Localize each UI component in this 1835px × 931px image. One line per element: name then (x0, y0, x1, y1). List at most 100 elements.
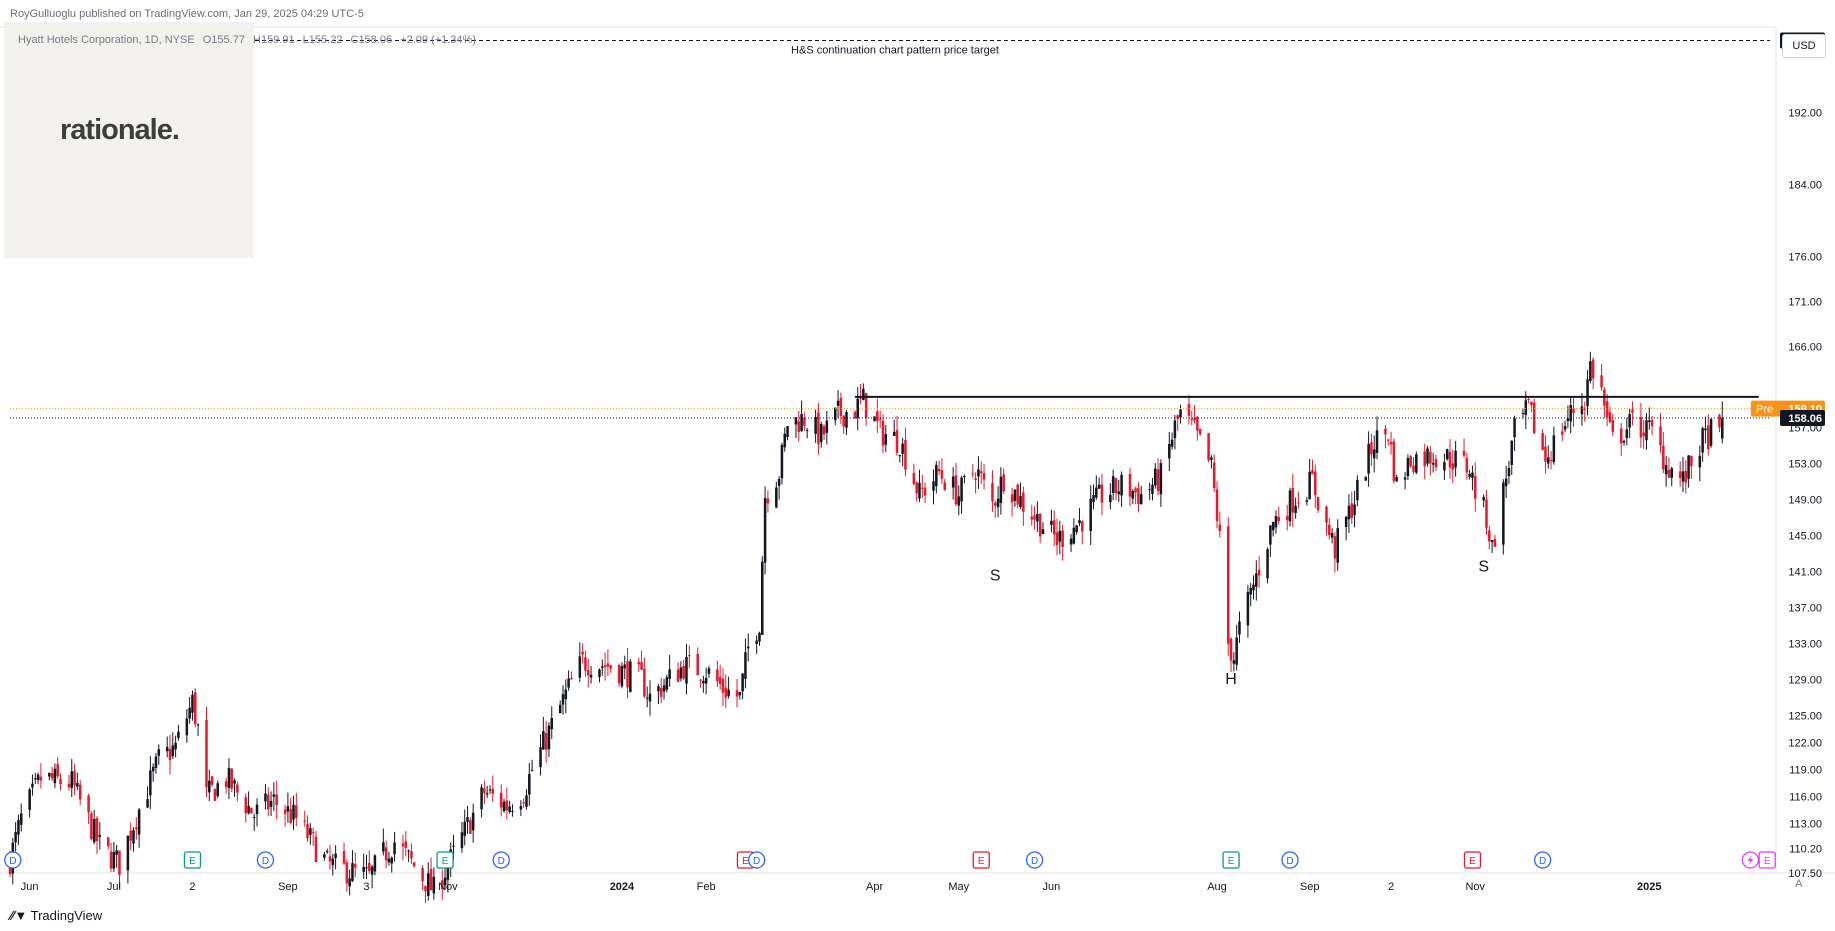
candle-body (525, 795, 528, 807)
candle-body (1128, 473, 1132, 497)
candle-body (558, 704, 562, 714)
candle-body (685, 656, 688, 684)
candle-body (1541, 433, 1544, 451)
candle-body (1687, 455, 1690, 479)
candle-body (1269, 525, 1272, 545)
earnings-marker-icon (972, 851, 990, 869)
candle-body (1544, 446, 1547, 462)
candle-body (1645, 420, 1648, 441)
tradingview-footer[interactable]: ⁄⁄▼ TradingView (10, 908, 102, 923)
candle-body (1198, 428, 1202, 435)
earnings-marker-letter: E (1764, 856, 1771, 867)
candle-body (617, 665, 621, 684)
candle-body (763, 497, 767, 563)
candle-body (1100, 484, 1104, 503)
candle-body (1619, 428, 1623, 444)
candle-body (188, 707, 191, 719)
candle-body (979, 471, 983, 474)
candle-body (519, 806, 523, 810)
price-axis[interactable]: 107.50 110.20 113.00 116.00 119.00 122.00 125.… (1751, 32, 1825, 881)
candle-body (1384, 428, 1387, 435)
candle-body (502, 801, 506, 812)
candle-body (283, 809, 287, 815)
candle-body (1109, 494, 1112, 503)
candle-body (912, 472, 916, 485)
candle-body (1431, 462, 1435, 465)
candle-body (351, 863, 354, 882)
candle-body (1423, 451, 1426, 467)
candle-body (834, 407, 837, 421)
candle-body (640, 662, 643, 670)
y-tick-label: 171.00 (1788, 297, 1822, 309)
candle-body (1328, 524, 1331, 536)
auto-scale-button[interactable]: A (1795, 878, 1803, 890)
candle-body (303, 820, 306, 822)
earnings-marker-icon (1222, 851, 1240, 869)
candle-body (623, 664, 626, 669)
candle-body (191, 694, 194, 713)
candle-body (1036, 514, 1039, 522)
y-tick-label: 119.00 (1789, 765, 1822, 777)
candle-body (1148, 489, 1151, 491)
candle-body (1081, 521, 1084, 532)
y-tick-label: 110.20 (1789, 844, 1822, 856)
candle-body (362, 866, 365, 872)
candle-body (1474, 476, 1477, 499)
candle-body (1092, 494, 1095, 503)
y-tick-label: 176.00 (1788, 252, 1822, 264)
earnings-marker-icon (436, 851, 454, 869)
candle-body (1246, 592, 1250, 626)
candle-body (505, 800, 509, 811)
candle-body (1445, 449, 1449, 460)
candle-body (1639, 417, 1643, 438)
candle-body (432, 876, 436, 894)
candle-body (272, 794, 276, 797)
pre-tag: Pre (1756, 404, 1773, 416)
candle-body (1701, 428, 1704, 453)
candle-body (921, 487, 924, 489)
candle-body (36, 774, 40, 781)
dividend-marker-icon (4, 851, 22, 869)
y-tick-label: 129.00 (1788, 675, 1822, 687)
candle-body (1434, 459, 1438, 468)
candle-body (1370, 442, 1373, 455)
candle-body (115, 850, 118, 855)
candle-body (1097, 484, 1101, 489)
symbol-name[interactable]: Hyatt Hotels Corporation, 1D, NYSE (18, 34, 195, 46)
candle-body (951, 476, 955, 488)
candle-body (1207, 433, 1210, 461)
candle-body (626, 661, 629, 688)
candle-body (1131, 490, 1135, 499)
candle-body (393, 842, 396, 855)
candle-body (741, 673, 744, 692)
candle-body (803, 417, 806, 426)
candle-body (578, 656, 582, 678)
candle-body (78, 784, 82, 800)
candle-body (1294, 505, 1297, 514)
candle-body (236, 784, 239, 793)
candle-body (797, 421, 801, 432)
candle-body (1465, 457, 1469, 473)
candle-body (250, 807, 253, 814)
candle-body (230, 768, 234, 789)
currency-button[interactable]: USD (1782, 34, 1826, 58)
time-axis[interactable]: Jun Jul 2 Sep 3 Nov 2024 Feb Apr May Jun Aug Sep 2 Nov… (21, 881, 1662, 893)
candle-body (1285, 516, 1289, 521)
candle-body (109, 851, 113, 869)
candle-body (876, 411, 879, 422)
candle-body (665, 677, 669, 690)
candle-body (814, 416, 817, 434)
candle-body (898, 455, 902, 457)
candle-body (1664, 464, 1668, 475)
candle-body (1667, 469, 1671, 478)
candle-body (1305, 500, 1309, 502)
dividend-marker-icon (256, 851, 275, 869)
earnings-marker-icon (1758, 851, 1776, 869)
candle-body (1608, 412, 1612, 422)
candle-body (1114, 478, 1118, 493)
x-tick-label: Aug (1207, 881, 1227, 893)
candle-body (1271, 522, 1275, 531)
candle-body (528, 773, 531, 795)
candle-body (1485, 499, 1488, 528)
